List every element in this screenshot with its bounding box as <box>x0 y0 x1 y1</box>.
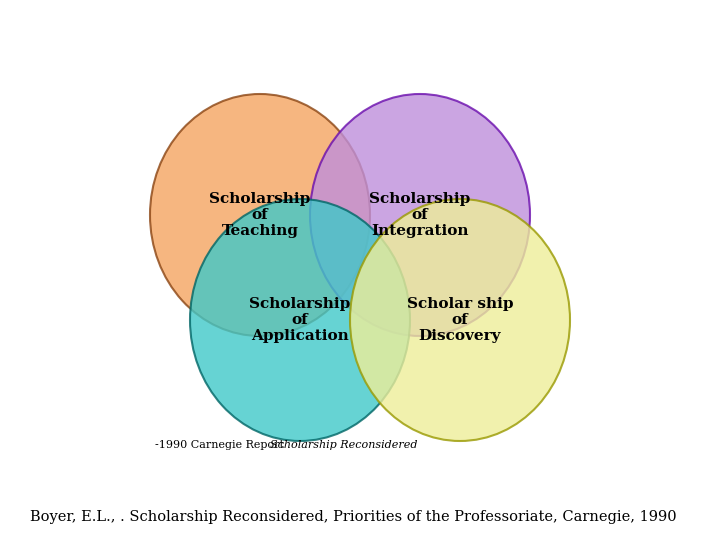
Text: Scholarship Reconsidered: Scholarship Reconsidered <box>270 440 418 450</box>
Text: Scholarship
of
Teaching: Scholarship of Teaching <box>210 192 310 238</box>
Ellipse shape <box>190 199 410 441</box>
Text: Scholarship
of
Application: Scholarship of Application <box>249 297 351 343</box>
Text: Scholarship
of
Integration: Scholarship of Integration <box>369 192 471 238</box>
Ellipse shape <box>310 94 530 336</box>
Text: -1990 Carnegie Report: -1990 Carnegie Report <box>155 440 287 450</box>
Text: Scholar ship
of
Discovery: Scholar ship of Discovery <box>407 297 513 343</box>
Ellipse shape <box>150 94 370 336</box>
Text: Boyer, E.L., . Scholarship Reconsidered, Priorities of the Professoriate, Carneg: Boyer, E.L., . Scholarship Reconsidered,… <box>30 510 677 524</box>
Ellipse shape <box>350 199 570 441</box>
